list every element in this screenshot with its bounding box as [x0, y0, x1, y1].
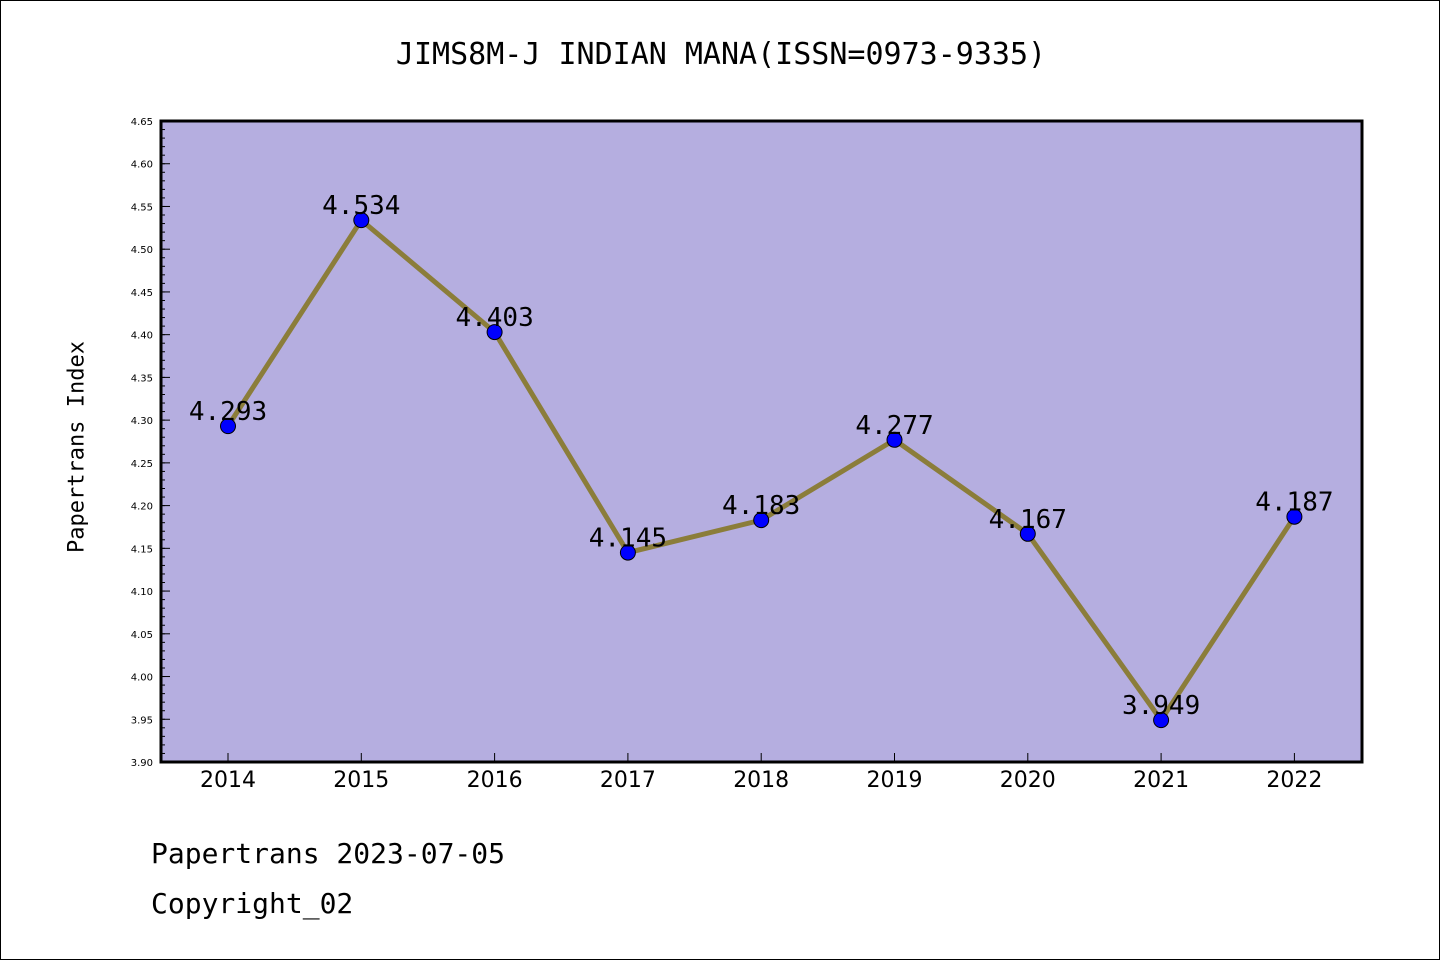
- data-point: [619, 544, 636, 561]
- y-tick-label: 4.50: [131, 245, 153, 256]
- data-point: [353, 212, 370, 229]
- footer-copyright: Copyright_02: [151, 887, 354, 920]
- data-point: [886, 431, 903, 448]
- data-label: 4.145: [589, 524, 667, 554]
- y-tick-label: 4.25: [131, 459, 153, 470]
- y-tick-label: 4.30: [131, 416, 153, 427]
- x-tick-label: 2018: [733, 768, 789, 793]
- y-tick-label: 4.00: [131, 673, 153, 684]
- data-label: 3.949: [1122, 691, 1200, 721]
- y-tick-label: 4.35: [131, 373, 153, 384]
- y-tick-label: 4.05: [131, 630, 153, 641]
- x-tick-label: 2015: [333, 768, 389, 793]
- chart-title: JIMS8M-J INDIAN MANA(ISSN=0973-9335): [395, 37, 1047, 72]
- y-tick-label: 4.60: [131, 160, 153, 171]
- x-tick-label: 2016: [467, 768, 523, 793]
- data-point: [486, 324, 503, 341]
- data-point: [1153, 712, 1170, 729]
- y-tick-label: 4.55: [131, 202, 153, 213]
- data-label: 4.167: [989, 505, 1067, 535]
- data-label: 4.403: [455, 303, 533, 333]
- footer-date: Papertrans 2023-07-05: [151, 837, 506, 870]
- data-point: [1286, 508, 1303, 525]
- y-tick-label: 4.40: [131, 331, 153, 342]
- y-tick-label: 4.65: [131, 117, 153, 128]
- y-tick-label: 4.20: [131, 502, 153, 513]
- data-point: [220, 418, 236, 435]
- data-point: [753, 512, 770, 529]
- x-tick-label: 2020: [1000, 768, 1056, 793]
- data-label: 4.183: [722, 491, 800, 521]
- y-tick-label: 4.45: [131, 288, 153, 299]
- x-tick-label: 2014: [200, 768, 256, 793]
- x-tick-label: 2017: [600, 768, 656, 793]
- y-tick-label: 4.15: [131, 544, 153, 555]
- x-tick-label: 2022: [1266, 768, 1322, 793]
- data-label: 4.187: [1255, 488, 1333, 518]
- data-label: 4.534: [322, 191, 400, 221]
- y-tick-label: 3.90: [131, 758, 153, 769]
- x-tick-label: 2021: [1133, 768, 1189, 793]
- y-tick-label: 3.95: [131, 715, 153, 726]
- plot-frame: [159, 119, 1364, 764]
- y-tick-label: 4.10: [131, 587, 153, 598]
- data-point: [1019, 525, 1036, 542]
- data-label: 4.293: [189, 397, 267, 427]
- data-label: 4.277: [855, 411, 933, 441]
- x-tick-label: 2019: [867, 768, 923, 793]
